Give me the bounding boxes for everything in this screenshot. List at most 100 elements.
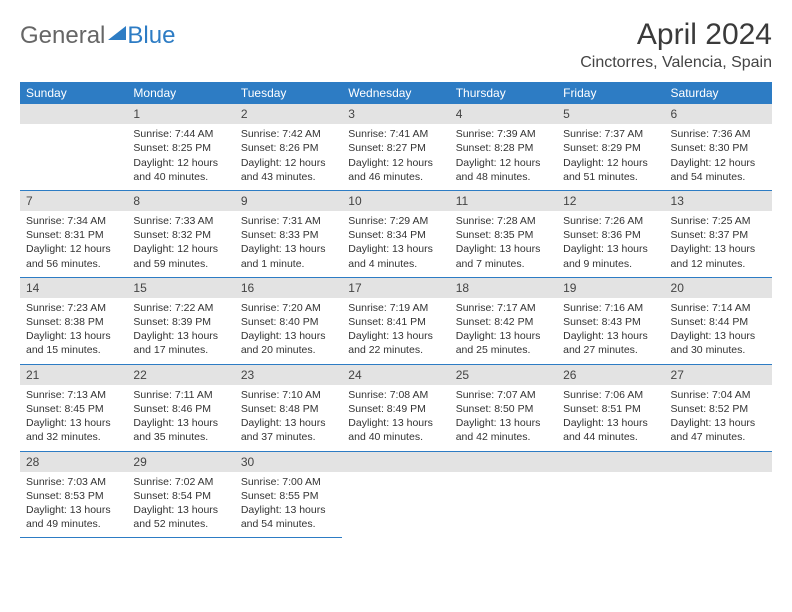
day-info-line: Sunset: 8:53 PM — [26, 489, 121, 503]
day-info-line: and 20 minutes. — [241, 343, 336, 357]
day-info-line: Sunrise: 7:08 AM — [348, 388, 443, 402]
calendar-cell: 16Sunrise: 7:20 AMSunset: 8:40 PMDayligh… — [235, 277, 342, 364]
day-number: 4 — [450, 104, 557, 124]
calendar-cell: 12Sunrise: 7:26 AMSunset: 8:36 PMDayligh… — [557, 190, 664, 277]
day-info-line: Sunrise: 7:33 AM — [133, 214, 228, 228]
calendar-cell: 25Sunrise: 7:07 AMSunset: 8:50 PMDayligh… — [450, 364, 557, 451]
day-number: 30 — [235, 452, 342, 472]
day-info-line: and 51 minutes. — [563, 170, 658, 184]
day-info-line: Daylight: 13 hours — [563, 242, 658, 256]
day-info-line: Daylight: 13 hours — [671, 329, 766, 343]
day-info-line: and 17 minutes. — [133, 343, 228, 357]
day-info-line: Sunrise: 7:00 AM — [241, 475, 336, 489]
day-info-line: and 52 minutes. — [133, 517, 228, 531]
day-info-line: Sunset: 8:27 PM — [348, 141, 443, 155]
day-number: 21 — [20, 365, 127, 385]
day-info-line: Sunrise: 7:34 AM — [26, 214, 121, 228]
day-info-line: Sunset: 8:54 PM — [133, 489, 228, 503]
day-number: 10 — [342, 191, 449, 211]
calendar-cell: 26Sunrise: 7:06 AMSunset: 8:51 PMDayligh… — [557, 364, 664, 451]
calendar-cell: 30Sunrise: 7:00 AMSunset: 8:55 PMDayligh… — [235, 451, 342, 538]
day-info-line: Sunrise: 7:10 AM — [241, 388, 336, 402]
day-info-line: Daylight: 13 hours — [456, 242, 551, 256]
day-info-line: Sunset: 8:31 PM — [26, 228, 121, 242]
day-info-line: Daylight: 12 hours — [671, 156, 766, 170]
day-info-line: Sunset: 8:50 PM — [456, 402, 551, 416]
day-info-line: and 54 minutes. — [671, 170, 766, 184]
day-info-line: Sunrise: 7:06 AM — [563, 388, 658, 402]
calendar-cell: 17Sunrise: 7:19 AMSunset: 8:41 PMDayligh… — [342, 277, 449, 364]
weekday-header: Tuesday — [235, 82, 342, 104]
day-number: 24 — [342, 365, 449, 385]
day-info-line: Sunrise: 7:19 AM — [348, 301, 443, 315]
day-info-line: Daylight: 13 hours — [241, 329, 336, 343]
calendar-cell: 11Sunrise: 7:28 AMSunset: 8:35 PMDayligh… — [450, 190, 557, 277]
day-info-line: Sunrise: 7:37 AM — [563, 127, 658, 141]
calendar-row: 28Sunrise: 7:03 AMSunset: 8:53 PMDayligh… — [20, 451, 772, 538]
day-info-line: Daylight: 13 hours — [456, 416, 551, 430]
calendar-cell: 24Sunrise: 7:08 AMSunset: 8:49 PMDayligh… — [342, 364, 449, 451]
day-number-empty — [450, 452, 557, 472]
day-info-line: Sunrise: 7:02 AM — [133, 475, 228, 489]
day-info-line: and 37 minutes. — [241, 430, 336, 444]
day-number: 23 — [235, 365, 342, 385]
day-info-line: Sunrise: 7:31 AM — [241, 214, 336, 228]
logo-triangle-icon — [108, 26, 126, 40]
day-info-line: Sunrise: 7:04 AM — [671, 388, 766, 402]
weekday-header: Monday — [127, 82, 234, 104]
day-info-line: Sunset: 8:26 PM — [241, 141, 336, 155]
calendar-cell: 5Sunrise: 7:37 AMSunset: 8:29 PMDaylight… — [557, 104, 664, 190]
day-number: 22 — [127, 365, 234, 385]
day-info-line: and 59 minutes. — [133, 257, 228, 271]
day-info-line: and 40 minutes. — [348, 430, 443, 444]
day-info-line: Daylight: 13 hours — [348, 416, 443, 430]
day-number: 6 — [665, 104, 772, 124]
calendar-cell: 2Sunrise: 7:42 AMSunset: 8:26 PMDaylight… — [235, 104, 342, 190]
day-info-line: and 46 minutes. — [348, 170, 443, 184]
calendar-cell — [342, 451, 449, 538]
day-number: 19 — [557, 278, 664, 298]
calendar-cell: 29Sunrise: 7:02 AMSunset: 8:54 PMDayligh… — [127, 451, 234, 538]
calendar-cell: 19Sunrise: 7:16 AMSunset: 8:43 PMDayligh… — [557, 277, 664, 364]
day-info-line: Sunset: 8:29 PM — [563, 141, 658, 155]
calendar-cell: 13Sunrise: 7:25 AMSunset: 8:37 PMDayligh… — [665, 190, 772, 277]
day-info-line: Sunrise: 7:14 AM — [671, 301, 766, 315]
day-number: 18 — [450, 278, 557, 298]
day-info-line: Sunset: 8:48 PM — [241, 402, 336, 416]
day-number: 12 — [557, 191, 664, 211]
calendar-table: Sunday Monday Tuesday Wednesday Thursday… — [20, 82, 772, 538]
title-block: April 2024 Cinctorres, Valencia, Spain — [580, 18, 772, 72]
calendar-cell: 4Sunrise: 7:39 AMSunset: 8:28 PMDaylight… — [450, 104, 557, 190]
month-title: April 2024 — [580, 18, 772, 52]
day-number: 1 — [127, 104, 234, 124]
day-info-line: Daylight: 12 hours — [133, 156, 228, 170]
weekday-header: Thursday — [450, 82, 557, 104]
calendar-cell: 8Sunrise: 7:33 AMSunset: 8:32 PMDaylight… — [127, 190, 234, 277]
calendar-cell: 18Sunrise: 7:17 AMSunset: 8:42 PMDayligh… — [450, 277, 557, 364]
calendar-cell: 28Sunrise: 7:03 AMSunset: 8:53 PMDayligh… — [20, 451, 127, 538]
day-info-line: Sunrise: 7:44 AM — [133, 127, 228, 141]
day-info-line: and 42 minutes. — [456, 430, 551, 444]
day-info-line: Sunrise: 7:26 AM — [563, 214, 658, 228]
day-info-line: Daylight: 13 hours — [563, 416, 658, 430]
day-number: 7 — [20, 191, 127, 211]
day-number: 26 — [557, 365, 664, 385]
day-info-line: Sunset: 8:55 PM — [241, 489, 336, 503]
calendar-cell: 27Sunrise: 7:04 AMSunset: 8:52 PMDayligh… — [665, 364, 772, 451]
day-info-line: and 48 minutes. — [456, 170, 551, 184]
day-info-line: Daylight: 13 hours — [26, 329, 121, 343]
day-info-line: Daylight: 12 hours — [563, 156, 658, 170]
day-info-line: and 25 minutes. — [456, 343, 551, 357]
day-info-line: Daylight: 13 hours — [456, 329, 551, 343]
day-info-line: Daylight: 13 hours — [348, 242, 443, 256]
day-number-empty — [342, 452, 449, 472]
day-info-line: and 4 minutes. — [348, 257, 443, 271]
day-info-line: Daylight: 12 hours — [456, 156, 551, 170]
day-number: 28 — [20, 452, 127, 472]
day-info-line: Sunset: 8:30 PM — [671, 141, 766, 155]
day-info-line: Sunset: 8:28 PM — [456, 141, 551, 155]
day-number: 15 — [127, 278, 234, 298]
header: General Blue April 2024 Cinctorres, Vale… — [20, 18, 772, 72]
day-number-empty — [665, 452, 772, 472]
day-number: 25 — [450, 365, 557, 385]
